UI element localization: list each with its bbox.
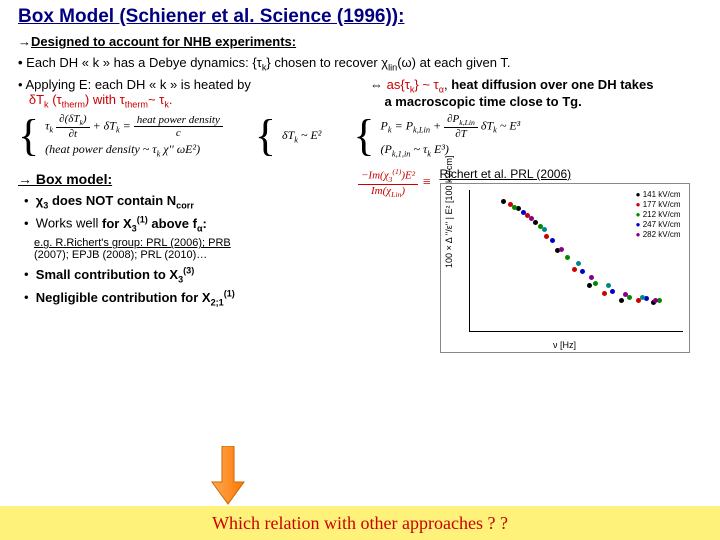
list-item: • Works well for X3(1) above fα: — [24, 214, 348, 233]
legend-item: 282 kV/cm — [636, 230, 681, 240]
col-right: ⇔ as{τk} ~ τα, heat diffusion over one D… — [370, 77, 702, 110]
left-column: → Box model: • χ3 does NOT contain Ncorr… — [18, 167, 348, 353]
down-arrow-icon — [210, 446, 246, 506]
bullet-1: • Each DH « k » has a Debye dynamics: {τ… — [18, 55, 702, 73]
question-text: Which relation with other approaches ? ? — [212, 513, 508, 534]
legend-item: 177 kV/cm — [636, 200, 681, 210]
eq-group-1: τk ∂(δTk)∂t + δTk = heat power densityc … — [45, 113, 223, 159]
brace-left-1: { — [18, 114, 39, 158]
list-item: • Small contribution to X3(3) — [24, 265, 348, 284]
equation-band: { τk ∂(δTk)∂t + δTk = heat power density… — [18, 113, 702, 159]
brace-left-2: { — [255, 114, 276, 158]
col-left: • Applying E: each DH « k » is heated by… — [18, 77, 350, 110]
two-column-row: • Applying E: each DH « k » is heated by… — [18, 77, 702, 110]
box-model-heading: → Box model: — [18, 171, 348, 187]
eq-group-2: δTk ~ E² — [282, 128, 321, 144]
legend-item: 141 kV/cm — [636, 190, 681, 200]
legend-item: 212 kV/cm — [636, 210, 681, 220]
chart-reference: Richert et al. PRL (2006) — [440, 167, 690, 181]
sub-reference: (2007); EPJB (2008); PRL (2010)… — [34, 249, 348, 261]
chart-xlabel: ν [Hz] — [553, 340, 576, 350]
list-item: • Negligible contribution for X2;1(1) — [24, 288, 348, 307]
question-band: Which relation with other approaches ? ? — [0, 506, 720, 540]
eq-group-3: Pk = Pk,Lin + ∂Pk,Lin∂T δTk ~ E³ (Pk,1,i… — [381, 113, 521, 159]
right-column: −Im(χ3(1))E² Im(χLin) ≡ Richert et al. P… — [358, 167, 702, 353]
chart-ylabel: 100 × Δ ''/ε'' | E² [100 kV/cm] — [444, 155, 454, 268]
sub-reference: e.g. R.Richert's group: PRL (2006); PRB — [34, 237, 348, 249]
design-line-text: Designed to account for NHB experiments: — [31, 34, 296, 49]
brace-left-3: { — [353, 114, 374, 158]
scatter-chart: 100 × Δ ''/ε'' | E² [100 kV/cm] ν [Hz] 1… — [440, 183, 690, 353]
legend-item: 247 kV/cm — [636, 220, 681, 230]
chart-legend: 141 kV/cm 177 kV/cm 212 kV/cm 247 kV/cm … — [636, 190, 681, 240]
red-equation: −Im(χ3(1))E² Im(χLin) ≡ — [358, 167, 432, 199]
design-line: → Designed to account for NHB experiment… — [18, 34, 702, 49]
list-item: • χ3 does NOT contain Ncorr — [24, 193, 348, 211]
slide-title: Box Model (Schiener et al. Science (1996… — [18, 6, 702, 28]
